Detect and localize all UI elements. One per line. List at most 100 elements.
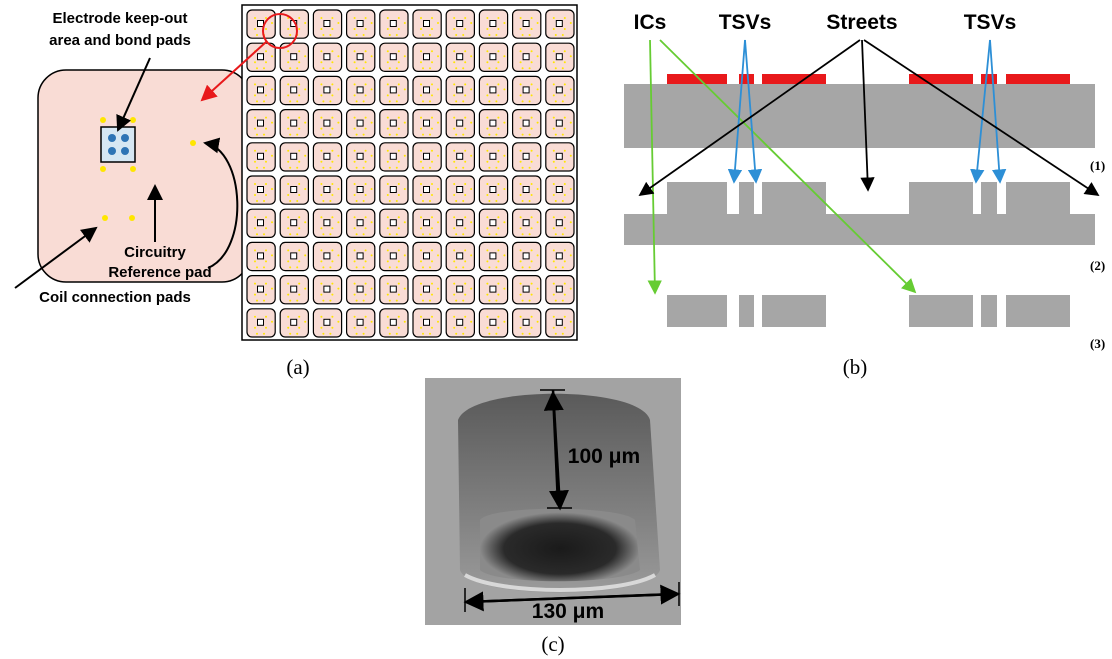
bond-pad	[464, 283, 466, 285]
bond-pad	[520, 83, 522, 85]
bond-pad	[429, 67, 431, 69]
bond-pad	[503, 288, 505, 290]
bond-pad	[320, 316, 322, 318]
bond-pad	[256, 333, 258, 335]
bond-pad	[387, 294, 389, 296]
bond-pad	[365, 316, 367, 318]
bond-pad	[263, 100, 265, 102]
bond-pad	[531, 83, 533, 85]
bond-pad	[331, 128, 333, 130]
die-pad	[490, 220, 496, 226]
bond-pad	[470, 254, 472, 256]
bond-pad	[520, 316, 522, 318]
die-pad	[490, 153, 496, 159]
bond-pad	[322, 300, 324, 302]
bond-pad	[531, 260, 533, 262]
bond-pad	[363, 200, 365, 202]
bond-pad	[531, 117, 533, 119]
bond-pad	[329, 300, 331, 302]
bond-pad	[486, 161, 488, 163]
bond-pad	[398, 50, 400, 52]
bond-pad	[488, 67, 490, 69]
bond-pad	[486, 216, 488, 218]
bond-pad	[437, 288, 439, 290]
bond-pad	[564, 94, 566, 96]
bond-pad	[298, 283, 300, 285]
die-pad	[291, 54, 297, 60]
bond-pad	[404, 221, 406, 223]
bond-pad	[329, 34, 331, 36]
bond-pad	[570, 122, 572, 124]
bond-pad	[431, 227, 433, 229]
bond-pad	[337, 155, 339, 157]
bond-pad	[298, 316, 300, 318]
bond-pad	[329, 100, 331, 102]
bond-pad	[562, 333, 564, 335]
bond-pad	[331, 83, 333, 85]
bond-pad	[564, 28, 566, 30]
bond-pad	[387, 117, 389, 119]
bond-pad	[254, 327, 256, 329]
bond-pad	[420, 327, 422, 329]
bond-pad	[531, 249, 533, 251]
bond-pad	[420, 83, 422, 85]
callout: Coil connection pads	[39, 289, 191, 306]
bond-pad	[488, 34, 490, 36]
bond-pad	[555, 67, 557, 69]
bond-pad	[570, 55, 572, 57]
die-pad	[324, 220, 330, 226]
bond-pad	[387, 327, 389, 329]
bond-pad	[462, 266, 464, 268]
bond-pad	[564, 128, 566, 130]
bond-pad	[420, 17, 422, 19]
bond-pad	[420, 216, 422, 218]
bond-pad	[522, 67, 524, 69]
bond-pad	[453, 183, 455, 185]
die-pad	[390, 253, 396, 259]
bond-pad	[497, 128, 499, 130]
callout: TSVs	[719, 11, 772, 34]
bond-pad	[389, 200, 391, 202]
bond-pad	[320, 161, 322, 163]
bond-pad	[265, 283, 267, 285]
bond-pad	[365, 327, 367, 329]
bond-pad	[320, 227, 322, 229]
callout: ICs	[634, 11, 667, 34]
bond-pad	[254, 283, 256, 285]
bond-pad	[322, 200, 324, 202]
bond-pad	[455, 300, 457, 302]
bond-pad	[387, 249, 389, 251]
bond-pad	[365, 128, 367, 130]
die-pad	[291, 120, 297, 126]
bond-pad	[331, 283, 333, 285]
ic-block	[667, 182, 727, 215]
bond-pad	[387, 61, 389, 63]
bond-pad	[431, 316, 433, 318]
bond-pad	[271, 55, 273, 57]
bond-pad	[462, 100, 464, 102]
bond-pad	[296, 333, 298, 335]
bond-pad	[371, 122, 373, 124]
bond-pad	[488, 300, 490, 302]
bond-pad	[396, 34, 398, 36]
bond-pad	[404, 55, 406, 57]
die-pad	[556, 187, 562, 193]
die-pad	[490, 319, 496, 325]
bond-pad	[464, 316, 466, 318]
die-pad	[390, 87, 396, 93]
bond-pad	[404, 321, 406, 323]
bond-pad	[337, 188, 339, 190]
bond-pad	[570, 188, 572, 190]
bond-pad	[322, 233, 324, 235]
step-label: (3)	[1090, 336, 1105, 351]
bond-pad	[497, 83, 499, 85]
bond-pad	[398, 161, 400, 163]
bond-pad	[531, 161, 533, 163]
die-pad	[523, 120, 529, 126]
bond-pad	[354, 227, 356, 229]
bond-pad	[453, 227, 455, 229]
die-pad	[291, 220, 297, 226]
bond-pad	[396, 333, 398, 335]
bond-pad	[503, 221, 505, 223]
bond-pad	[254, 161, 256, 163]
